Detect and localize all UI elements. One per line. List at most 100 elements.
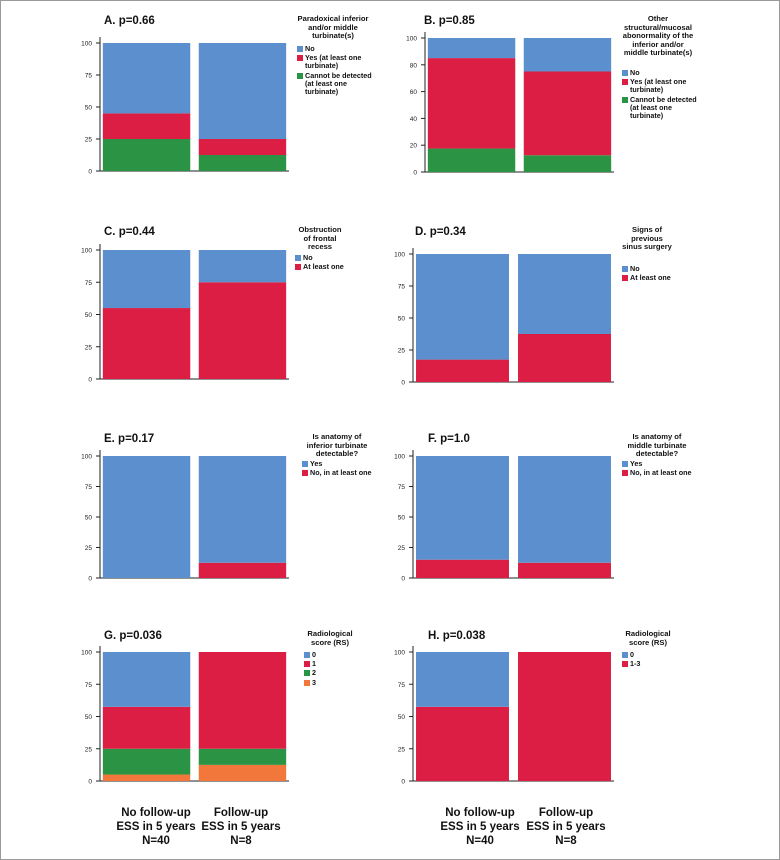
legend-swatch <box>622 661 628 668</box>
legend-item: Yes <box>302 459 382 468</box>
panel-title: C. p=0.44 <box>104 226 155 238</box>
legend-item: At least one <box>622 273 682 282</box>
legend: No Yes (at least one turbinate) Cannot be … <box>297 44 379 96</box>
y-tick-label: 0 <box>413 170 417 177</box>
bar-segment-c-1-1 <box>102 308 191 379</box>
y-tick-label: 0 <box>88 779 92 786</box>
legend-label: No <box>305 44 315 53</box>
y-tick-label: 50 <box>398 515 406 522</box>
bar-segment-c-2-2 <box>198 250 287 283</box>
legend-label: No, in at least one <box>630 468 692 478</box>
legend-item: No, in at least one <box>302 468 382 478</box>
bar-segment-c-2-1 <box>198 282 287 379</box>
x-caption-line: N=8 <box>230 835 252 847</box>
legend-swatch <box>622 470 628 477</box>
legend-swatch <box>622 96 628 103</box>
legend-item: Yes (at least one turbinate) <box>622 77 704 95</box>
legend-item: 1 <box>304 659 366 668</box>
y-tick-label: 50 <box>398 316 406 323</box>
bar-segment-a-1-1 <box>102 139 191 171</box>
legend-swatch <box>297 46 303 52</box>
legend-label: 0 <box>630 650 634 659</box>
y-tick-label: 100 <box>394 650 405 657</box>
legend-title: Obstruction of frontal recess <box>298 225 342 252</box>
legend-swatch <box>304 679 310 686</box>
bar-segment-b-2-1 <box>523 155 612 172</box>
bar-segment-d-1-1 <box>416 359 509 382</box>
bar-segment-a-2-3 <box>198 43 287 139</box>
legend-label: 3 <box>312 677 316 687</box>
legend-item: 3 <box>304 677 366 687</box>
bar-segment-g-1-2 <box>102 748 191 775</box>
y-tick-label: 0 <box>88 169 92 176</box>
x-caption-line: No follow-up <box>121 807 191 819</box>
legend-swatch <box>297 72 303 79</box>
legend: No Yes (at least one turbinate) Cannot be … <box>622 68 704 120</box>
panel-title: F. p=1.0 <box>428 433 470 445</box>
legend-swatch <box>297 55 303 62</box>
y-tick-label: 25 <box>398 545 406 552</box>
y-tick-label: 60 <box>410 89 418 96</box>
y-tick-label: 50 <box>85 312 93 319</box>
bar-segment-g-2-3 <box>198 652 287 749</box>
legend-item: No, in at least one <box>622 468 702 478</box>
legend-label: 1-3 <box>630 659 641 669</box>
y-tick-label: 0 <box>401 576 405 583</box>
bar-segment-f-1-2 <box>416 456 509 560</box>
legend-title: Paradoxical inferior and/or middle turbi… <box>297 14 369 41</box>
legend-swatch <box>622 266 628 272</box>
bar-segment-h-1-1 <box>416 706 509 781</box>
bar-segment-d-1-2 <box>416 254 509 360</box>
panel-title: A. p=0.66 <box>104 15 155 27</box>
y-tick-label: 100 <box>81 650 92 657</box>
legend-label: Yes (at least one turbinate) <box>630 77 687 95</box>
legend: 0 1-3 <box>622 650 684 668</box>
legend-swatch <box>622 461 628 467</box>
y-tick-label: 75 <box>85 280 93 287</box>
legend-swatch <box>622 79 628 86</box>
y-tick-label: 25 <box>85 344 93 351</box>
legend-label: Cannot be detected (at least one turbina… <box>305 70 372 97</box>
legend-swatch <box>622 70 628 76</box>
legend-label: Yes <box>310 459 323 468</box>
y-tick-label: 100 <box>81 41 92 48</box>
y-tick-label: 75 <box>398 682 406 689</box>
x-caption-line: N=40 <box>142 835 170 847</box>
legend-title: Radiological score (RS) <box>625 629 671 647</box>
y-tick-label: 75 <box>398 284 406 291</box>
y-tick-label: 50 <box>398 714 406 721</box>
legend-item: 1-3 <box>622 659 684 669</box>
legend-label: Yes <box>630 459 643 468</box>
bar-segment-d-2-1 <box>518 334 611 382</box>
y-tick-label: 80 <box>410 62 418 69</box>
legend-title: Other structural/mucosal abonormality of… <box>622 14 694 58</box>
x-caption-right-h: Follow-up ESS in 5 years N=8 <box>496 806 636 848</box>
panel-title: D. p=0.34 <box>415 226 466 238</box>
y-tick-label: 75 <box>85 484 93 491</box>
legend-label: 2 <box>312 668 316 678</box>
legend: Yes No, in at least one <box>302 459 382 477</box>
legend-label: 0 <box>312 650 316 659</box>
bar-segment-h-2-1 <box>518 652 611 781</box>
y-tick-label: 25 <box>85 746 93 753</box>
y-tick-label: 0 <box>401 779 405 786</box>
y-tick-label: 75 <box>398 484 406 491</box>
bar-segment-a-1-3 <box>102 43 191 114</box>
y-tick-label: 40 <box>410 116 418 123</box>
x-caption-line: No follow-up <box>445 807 515 819</box>
legend-label: No, in at least one <box>310 468 372 478</box>
legend-item: No <box>622 68 704 77</box>
y-tick-label: 50 <box>85 105 93 112</box>
legend-item: At least one <box>295 262 355 271</box>
legend-item: No <box>622 264 682 273</box>
legend-title: Is anatomy of middle turbinate detectabl… <box>627 432 687 459</box>
legend-label: No <box>303 253 313 262</box>
legend-swatch <box>295 255 301 261</box>
x-caption-left-h: No follow-up ESS in 5 years N=40 <box>410 806 550 848</box>
legend-item: No <box>297 44 379 53</box>
